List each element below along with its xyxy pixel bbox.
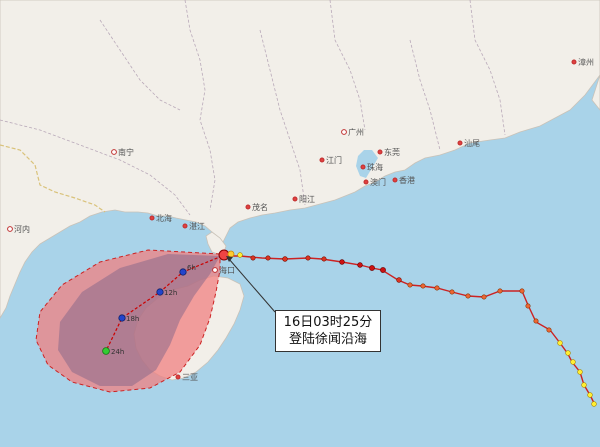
city-dot-icon — [360, 164, 366, 170]
pearl-river-delta — [356, 150, 378, 178]
city-label: 北海 — [156, 213, 172, 223]
city-dot-icon — [111, 149, 117, 155]
callout-location: 登陆徐闻沿海 — [288, 332, 367, 347]
callout-arrowhead — [226, 256, 233, 262]
city-香港: 香港 — [392, 175, 415, 185]
current-position-marker[interactable] — [227, 250, 235, 258]
coast-right — [591, 74, 600, 111]
past-track-points — [237, 252, 597, 407]
city-茂名: 茂名 — [245, 202, 268, 212]
city-江门: 江门 — [319, 155, 342, 165]
city-南宁: 南宁 — [111, 147, 134, 157]
city-dot-icon — [392, 177, 398, 183]
forecast-label-6h: 6h — [187, 264, 196, 272]
city-东莞: 东莞 — [377, 147, 400, 157]
city-label: 河内 — [14, 224, 30, 234]
callout-pointer — [228, 258, 276, 313]
city-汕尾: 汕尾 — [457, 138, 480, 148]
city-label: 澳门 — [370, 177, 386, 187]
city-dot-icon — [149, 215, 155, 221]
city-dot-icon — [377, 149, 383, 155]
forecast-label-12h: 12h — [164, 289, 177, 297]
city-label: 东莞 — [384, 147, 400, 157]
forecast-point-12h[interactable] — [156, 288, 164, 296]
city-北海: 北海 — [149, 213, 172, 223]
forecast-points — [102, 268, 187, 355]
city-label: 香港 — [399, 175, 415, 185]
city-dot-icon — [341, 129, 347, 135]
city-label: 汕尾 — [464, 138, 480, 148]
province-borders — [0, 0, 506, 216]
city-dot-icon — [363, 179, 369, 185]
city-label: 漳州 — [578, 57, 594, 67]
forecast-point-24h[interactable] — [102, 347, 110, 355]
city-dot-icon — [571, 59, 577, 65]
forecast-label-24h: 24h — [111, 348, 124, 356]
city-广州: 广州 — [341, 127, 364, 137]
city-label: 广州 — [348, 127, 364, 137]
city-label: 阳江 — [299, 195, 315, 204]
forecast-cone — [58, 254, 220, 386]
city-dot-icon — [245, 204, 251, 210]
country-border — [0, 144, 106, 213]
city-label: 珠海 — [367, 162, 383, 172]
city-河内: 河内 — [7, 224, 30, 234]
city-label: 湛江 — [189, 222, 205, 231]
city-澳门: 澳门 — [363, 177, 386, 187]
callout-time: 16日03时25分 — [283, 315, 373, 330]
city-dot-icon — [212, 267, 218, 273]
city-漳州: 漳州 — [571, 57, 594, 67]
mainland-land — [0, 0, 600, 319]
landfall-callout: 16日03时25分 登陆徐闻沿海 — [275, 310, 381, 352]
city-湛江: 湛江 — [182, 222, 205, 231]
city-dot-icon — [7, 226, 13, 232]
city-dot-icon — [175, 374, 181, 380]
city-dot-icon — [292, 196, 298, 202]
forecast-point-6h[interactable] — [179, 268, 187, 276]
city-label: 茂名 — [252, 202, 268, 212]
city-label: 南宁 — [118, 147, 134, 157]
city-三亚: 三亚 — [175, 373, 198, 382]
city-label: 江门 — [326, 155, 342, 165]
city-阳江: 阳江 — [292, 195, 315, 204]
forecast-label-18h: 18h — [126, 315, 139, 323]
city-label: 三亚 — [182, 373, 198, 382]
city-海口: 海口 — [212, 265, 235, 275]
city-dot-icon — [319, 157, 325, 163]
city-珠海: 珠海 — [360, 162, 383, 172]
city-dot-icon — [457, 140, 463, 146]
city-dot-icon — [182, 223, 188, 229]
forecast-point-18h[interactable] — [118, 314, 126, 322]
city-label: 海口 — [219, 265, 235, 275]
